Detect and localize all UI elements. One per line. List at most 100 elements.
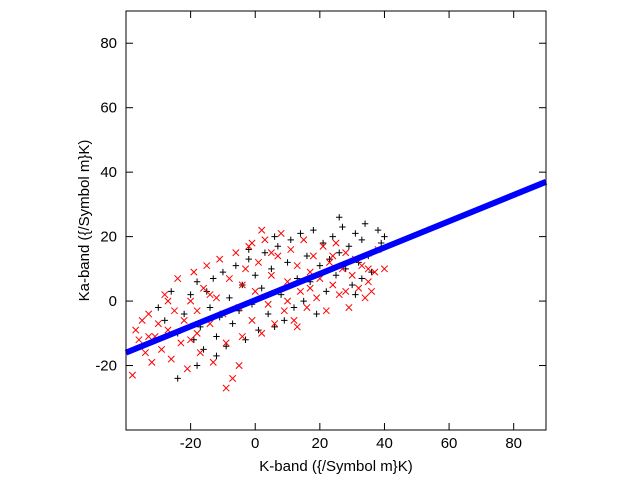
data-point-cross (358, 262, 366, 270)
data-point-cross (206, 291, 214, 299)
fit-line (124, 179, 548, 356)
data-point-cross (157, 345, 166, 353)
data-point-cross (203, 262, 211, 270)
data-point-cross (267, 249, 275, 257)
data-point-cross (238, 281, 246, 289)
data-point-plus (161, 317, 168, 324)
data-point-cross (128, 371, 137, 379)
data-point-cross (180, 316, 188, 324)
data-point-cross (170, 307, 179, 315)
data-point-plus (155, 304, 162, 311)
data-point-cross (248, 239, 256, 247)
data-point-cross (264, 300, 272, 308)
data-point-cross (161, 291, 169, 299)
x-tick-label: 0 (251, 435, 259, 452)
data-point-cross (367, 287, 376, 295)
data-point-cross (209, 358, 217, 366)
data-point-cross (322, 307, 330, 315)
x-axis-label: K-band ({/Symbol m}K) (259, 458, 412, 475)
data-point-cross (296, 287, 305, 295)
data-point-cross (335, 291, 343, 299)
y-tick-label: 80 (100, 35, 117, 52)
data-point-plus (213, 333, 220, 340)
x-tick-label: 80 (505, 435, 522, 452)
data-point-cross (138, 316, 146, 324)
data-point-plus (316, 262, 324, 269)
data-point-cross (329, 252, 337, 260)
y-tick-label: -20 (95, 358, 117, 375)
data-point-plus (252, 272, 259, 279)
data-point-plus (193, 362, 201, 369)
data-point-plus (310, 226, 317, 234)
data-point-plus (174, 375, 181, 382)
data-point-cross (177, 339, 185, 347)
data-point-plus (255, 326, 262, 334)
data-point-cross (248, 316, 256, 324)
data-point-cross (274, 252, 282, 260)
data-point-cross (235, 361, 243, 370)
data-point-cross (309, 252, 317, 260)
data-point-plus (274, 243, 282, 250)
data-point-plus (303, 252, 311, 260)
data-point-plus (342, 265, 349, 273)
data-point-cross (154, 320, 162, 328)
x-tick-label: 60 (441, 435, 458, 452)
data-point-plus (245, 255, 252, 263)
data-point-plus (313, 310, 320, 318)
data-point-plus (210, 275, 217, 282)
data-point-cross (212, 294, 221, 302)
data-point-plus (287, 236, 294, 244)
data-point-plus (358, 275, 366, 282)
axis-ticks: -20 0 20 40 60 80 -20 0 20 40 60 80 (95, 11, 546, 452)
data-point-plus (190, 336, 198, 343)
data-point-plus (297, 230, 304, 237)
data-point-plus (180, 310, 188, 318)
data-point-plus (329, 233, 336, 240)
data-point-cross (167, 355, 175, 363)
data-point-cross (293, 262, 301, 270)
x-tick-label: -20 (180, 435, 202, 452)
data-point-plus (226, 294, 233, 302)
y-tick-label: 60 (100, 100, 117, 117)
data-point-cross (300, 236, 308, 244)
data-point-cross (132, 326, 140, 334)
data-point-cross (287, 245, 295, 254)
data-point-plus (219, 268, 227, 276)
data-point-cross (332, 239, 340, 247)
plot-frame (125, 10, 547, 431)
data-point-cross (329, 281, 337, 289)
data-point-cross (271, 320, 279, 328)
data-point-plus (352, 291, 359, 298)
data-point-plus (348, 281, 356, 289)
data-point-plus (326, 255, 333, 263)
data-point-cross (148, 358, 156, 366)
data-point-cross (290, 316, 298, 324)
data-point-cross (241, 265, 250, 273)
data-point-cross (319, 242, 327, 250)
data-point-cross (277, 229, 285, 237)
data-point-plus (261, 249, 269, 256)
data-point-plus (290, 304, 298, 311)
data-point-plus (378, 239, 385, 247)
data-point-cross (196, 349, 204, 357)
data-point-plus (358, 236, 366, 244)
data-point-plus (336, 214, 343, 221)
y-tick-label: 40 (100, 164, 117, 181)
data-point-plus (268, 265, 275, 273)
data-point-plus (374, 226, 382, 234)
data-point-cross (258, 329, 266, 337)
data-point-plus (271, 323, 278, 331)
data-point-plus (258, 284, 265, 292)
data-point-cross (222, 384, 230, 392)
data-point-cross (135, 336, 143, 344)
data-point-plus (206, 304, 214, 311)
data-point-cross (371, 268, 379, 276)
data-point-cross (261, 236, 269, 244)
data-point-cross (293, 323, 301, 331)
data-point-plus (242, 336, 249, 343)
data-point-plus (381, 233, 388, 240)
x-tick-label: 40 (376, 435, 393, 452)
y-tick-label: 0 (109, 293, 117, 310)
